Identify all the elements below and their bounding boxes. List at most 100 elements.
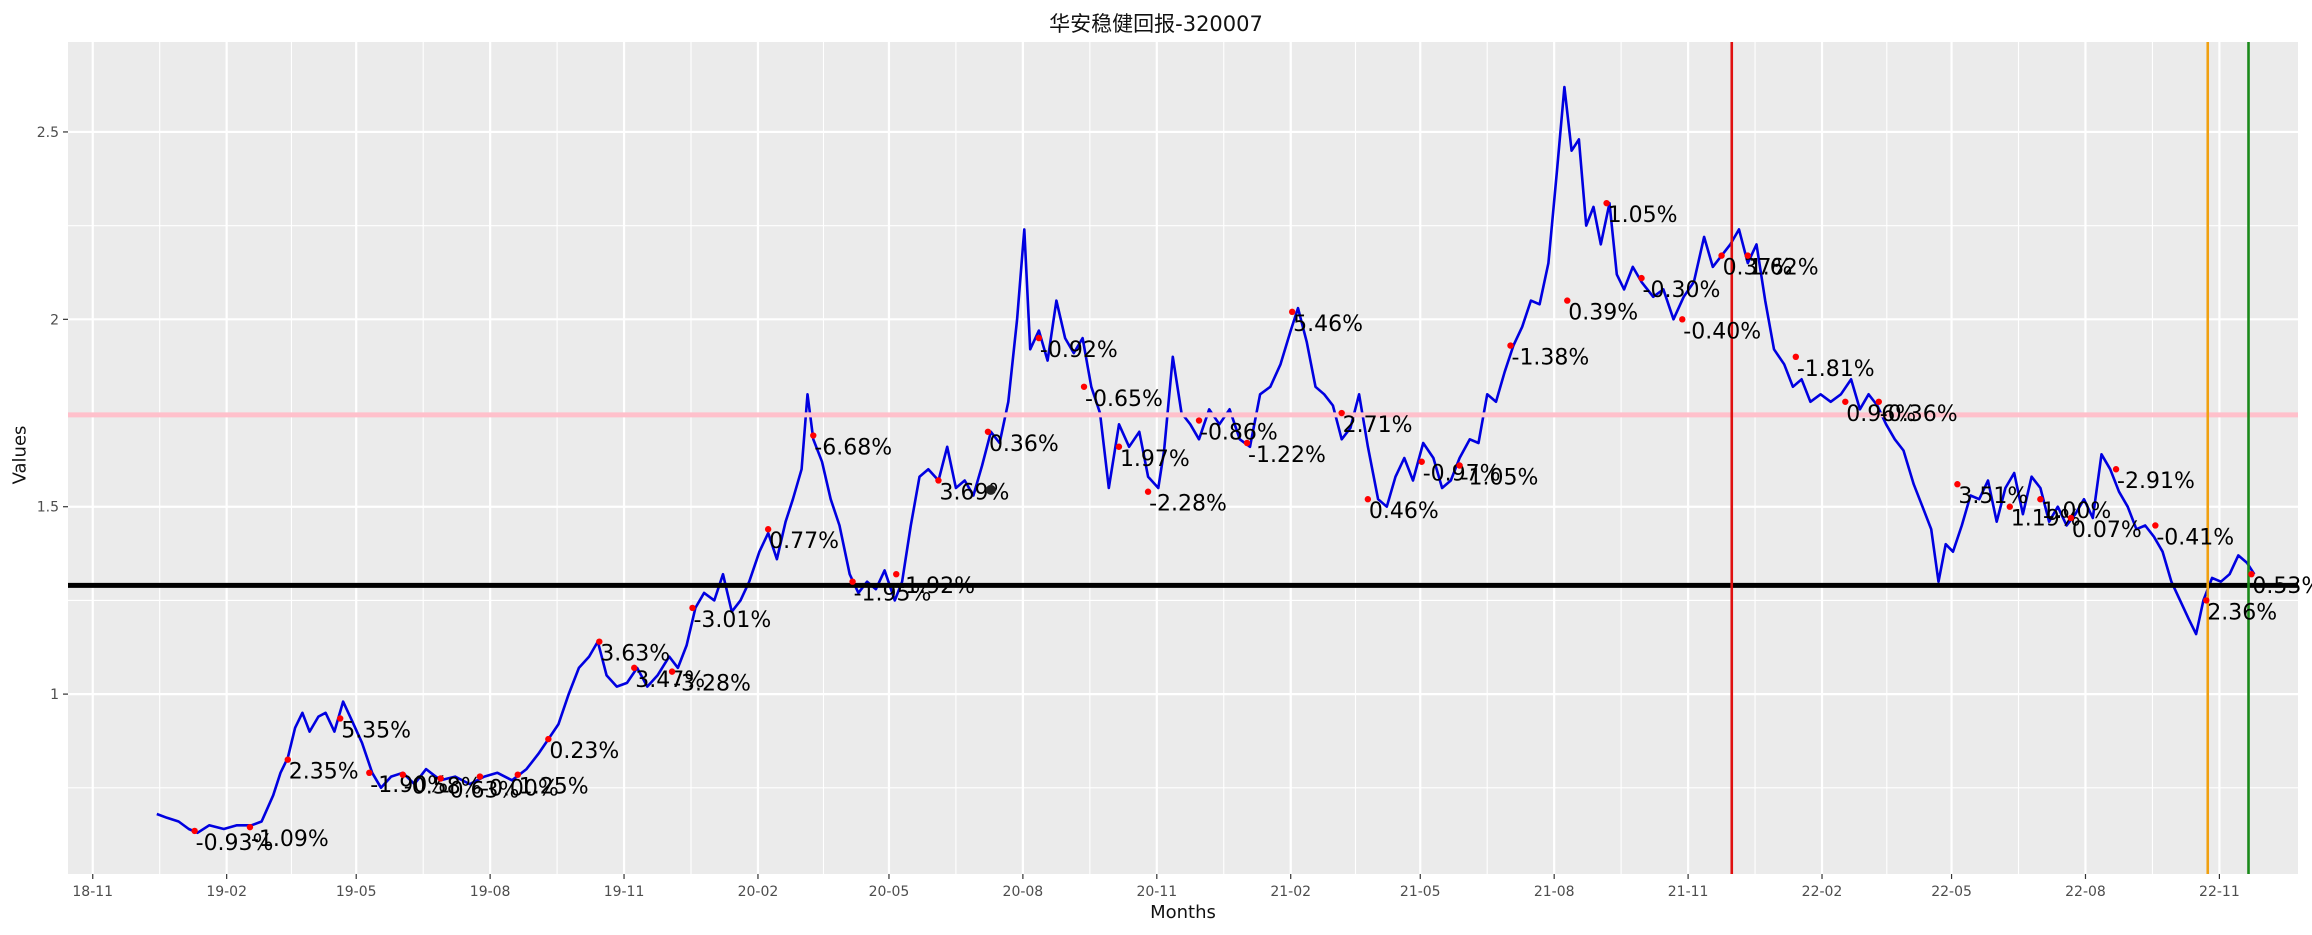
data-label: 2.36% (2207, 600, 2277, 625)
data-label: -0.63% (442, 778, 520, 803)
data-label: 3.51% (1958, 484, 2028, 509)
data-label: 1.97% (1120, 447, 1190, 472)
x-tick-label: 22-02 (1802, 884, 1843, 900)
data-marker (399, 771, 406, 778)
chart-title: 华安稳健回报-320007 (1049, 12, 1263, 36)
y-axis-label: Values (9, 425, 31, 485)
data-label: 2.35% (289, 760, 359, 785)
data-label: 3.69% (939, 480, 1009, 505)
data-label: 1.05% (1608, 203, 1678, 228)
data-marker (1418, 458, 1425, 465)
data-marker (668, 668, 676, 675)
x-tick-label: 21-11 (1668, 884, 1709, 900)
data-marker (2112, 466, 2120, 473)
data-marker (1603, 199, 1610, 207)
data-label: 2.71% (1343, 413, 1413, 438)
plot-panel (68, 42, 2298, 874)
data-marker (1792, 353, 1800, 361)
y-tick-label: 1.5 (37, 500, 59, 516)
data-label: 0.36% (989, 432, 1059, 457)
data-marker (810, 432, 817, 439)
data-label: -0.30% (1643, 278, 1721, 303)
x-axis-label: Months (1150, 902, 1216, 923)
data-marker (284, 756, 291, 763)
data-label: -0.65% (1085, 387, 1163, 412)
data-label: 0.23% (549, 739, 619, 764)
data-label: -0.86% (1200, 421, 1278, 446)
data-label: 1.25% (519, 775, 589, 800)
data-label: -0.93% (196, 831, 274, 856)
data-marker (1842, 398, 1849, 405)
data-label: -0.00% (481, 777, 559, 802)
x-tick-label: 20-02 (738, 884, 779, 900)
data-marker (366, 769, 373, 777)
y-tick-label: 2.5 (37, 125, 59, 141)
x-tick-label: 20-05 (869, 884, 910, 900)
data-marker (1507, 342, 1514, 349)
data-marker (437, 775, 444, 782)
y-tick-label: 1 (50, 687, 59, 703)
data-marker (2067, 514, 2075, 522)
data-marker (764, 526, 772, 533)
data-marker (1718, 252, 1725, 259)
data-marker (2037, 496, 2044, 503)
data-label: -1.92% (897, 574, 975, 599)
data-marker (246, 823, 254, 831)
data-marker (1679, 316, 1686, 323)
data-marker (689, 604, 696, 612)
data-marker (191, 827, 198, 835)
x-tick-label: 21-08 (1534, 884, 1575, 900)
x-tick-label: 21-02 (1270, 884, 1311, 900)
data-marker (1638, 274, 1645, 282)
data-label: -0.36% (1880, 402, 1958, 427)
x-tick-label: 19-11 (604, 884, 645, 900)
data-marker (893, 570, 900, 578)
data-marker (336, 715, 344, 722)
data-label: 0.53% (2252, 574, 2312, 599)
data-marker (1288, 308, 1296, 316)
data-marker (1954, 481, 1961, 488)
data-marker (2152, 522, 2159, 529)
data-marker (1080, 383, 1088, 390)
data-label: -1.81% (1797, 357, 1875, 382)
data-marker (1338, 409, 1345, 417)
x-tick-label: 22-05 (1931, 884, 1972, 900)
data-label: 5.46% (1293, 312, 1363, 337)
data-marker (1195, 417, 1203, 424)
data-marker (984, 428, 992, 435)
data-marker (596, 638, 603, 645)
data-label: -1.09% (251, 827, 329, 852)
data-label: 1.62% (1749, 256, 1819, 281)
data-marker (2006, 503, 2013, 510)
data-label: 0.39% (1568, 301, 1638, 326)
data-label: -1.95% (854, 582, 932, 607)
x-tick-label: 21-05 (1400, 884, 1441, 900)
highlight-marker (985, 484, 996, 495)
data-marker (935, 477, 942, 484)
data-marker (1035, 334, 1043, 342)
data-marker (1744, 252, 1751, 259)
x-tick-label: 20-08 (1003, 884, 1044, 900)
x-tick-label: 20-11 (1136, 884, 1177, 900)
data-label: -0.40% (1683, 319, 1761, 344)
data-marker (1115, 443, 1123, 450)
data-marker (631, 664, 638, 672)
data-label: -2.91% (2117, 469, 2195, 494)
data-label: -0.92% (1040, 338, 1118, 363)
data-label: -3.01% (693, 608, 771, 633)
data-label: 5.35% (341, 718, 411, 743)
data-marker (1364, 496, 1372, 503)
data-marker (514, 771, 521, 778)
data-marker (1875, 398, 1882, 405)
data-marker (2248, 570, 2255, 578)
data-label: -2.28% (1149, 492, 1227, 517)
x-tick-label: 18-11 (72, 884, 113, 900)
data-label: 0.46% (1369, 499, 1439, 524)
data-label: -1.90% (370, 773, 448, 798)
data-label: 0.07% (2072, 518, 2142, 543)
x-tick-label: 19-08 (470, 884, 511, 900)
data-label: -1.22% (1248, 443, 1326, 468)
x-tick-label: 19-02 (206, 884, 247, 900)
data-marker (1456, 462, 1463, 469)
